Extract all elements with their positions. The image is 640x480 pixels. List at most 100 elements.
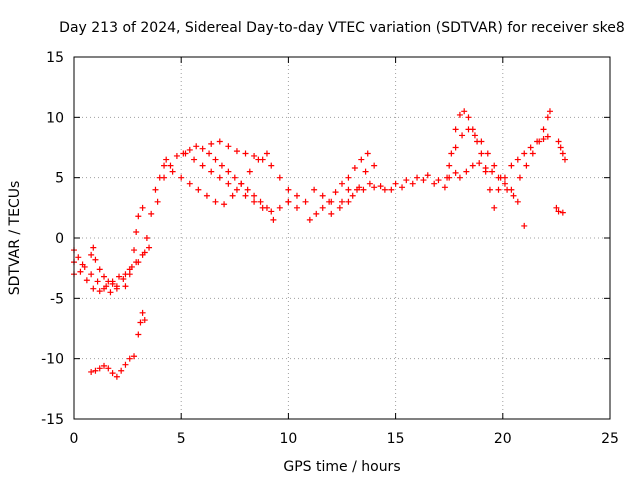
data-point — [452, 169, 459, 176]
series-daytime-3 — [182, 150, 292, 215]
data-point — [268, 162, 275, 169]
y-tick-label: 15 — [46, 50, 64, 66]
data-point — [486, 186, 493, 193]
data-point — [414, 174, 421, 181]
data-point — [101, 285, 108, 292]
data-point — [463, 168, 470, 175]
y-tick-label: 10 — [46, 110, 64, 126]
plot-frame — [73, 56, 611, 420]
data-point — [199, 145, 206, 152]
data-point — [101, 362, 108, 369]
data-point — [491, 204, 498, 211]
data-point — [514, 198, 521, 205]
x-tick-label: 15 — [387, 431, 405, 447]
data-point — [381, 186, 388, 193]
data-point — [508, 162, 515, 169]
series-midday-1 — [285, 162, 378, 211]
data-point — [285, 186, 292, 193]
data-point — [113, 283, 120, 290]
data-point — [388, 186, 395, 193]
data-point — [212, 156, 219, 163]
data-point — [495, 174, 502, 181]
data-point — [135, 213, 142, 220]
data-point — [516, 174, 523, 181]
series-low-elev-a — [71, 244, 153, 295]
data-point — [133, 228, 140, 235]
data-point — [521, 150, 528, 157]
data-point — [163, 156, 170, 163]
data-point — [105, 278, 112, 285]
data-point — [444, 174, 451, 181]
data-point — [546, 108, 553, 115]
y-tick-label: -5 — [50, 291, 64, 307]
data-point — [109, 370, 116, 377]
data-point — [319, 192, 326, 199]
data-point — [561, 156, 568, 163]
data-point — [199, 162, 206, 169]
data-point — [441, 184, 448, 191]
series-low-elev-b — [71, 247, 146, 296]
data-point — [420, 177, 427, 184]
data-point — [139, 204, 146, 211]
data-point — [529, 150, 536, 157]
data-point — [154, 198, 161, 205]
data-point — [559, 150, 566, 157]
data-point — [231, 174, 238, 181]
data-point — [478, 138, 485, 145]
chart-title: Day 213 of 2024, Sidereal Day-to-day VTE… — [59, 20, 625, 36]
data-point — [336, 204, 343, 211]
data-point — [203, 192, 210, 199]
data-point — [208, 168, 215, 175]
data-point — [456, 111, 463, 118]
data-point — [238, 180, 245, 187]
data-point — [356, 184, 363, 191]
data-point — [259, 156, 266, 163]
data-point — [216, 138, 223, 145]
data-point — [431, 180, 438, 187]
data-point — [452, 144, 459, 151]
x-tick-label: 0 — [70, 431, 79, 447]
data-point — [173, 152, 180, 159]
data-point — [186, 180, 193, 187]
data-point — [246, 168, 253, 175]
x-tick-label: 5 — [177, 431, 186, 447]
data-point — [276, 204, 283, 211]
series-daytime-4 — [208, 138, 300, 199]
data-point — [540, 136, 547, 143]
data-point — [131, 353, 138, 360]
data-point — [116, 273, 123, 280]
data-point — [510, 192, 517, 199]
series-evening-2 — [446, 126, 517, 199]
data-point — [469, 162, 476, 169]
data-point — [120, 276, 127, 283]
data-point — [489, 168, 496, 175]
data-point — [122, 361, 129, 368]
data-point — [178, 174, 185, 181]
x-axis-label: GPS time / hours — [283, 459, 400, 475]
plot-data — [71, 108, 568, 380]
data-point — [90, 285, 97, 292]
data-point — [366, 180, 373, 187]
data-point — [206, 150, 213, 157]
data-point — [225, 180, 232, 187]
data-point — [360, 186, 367, 193]
data-point — [345, 186, 352, 193]
data-point — [523, 162, 530, 169]
data-point — [225, 143, 232, 150]
data-point — [371, 184, 378, 191]
data-point — [293, 192, 300, 199]
data-point — [96, 365, 103, 372]
data-point — [88, 368, 95, 375]
x-tick-label: 25 — [601, 431, 619, 447]
data-point — [392, 180, 399, 187]
data-point — [377, 183, 384, 190]
data-point — [118, 367, 125, 374]
data-point — [195, 186, 202, 193]
data-point — [364, 150, 371, 157]
data-point — [191, 156, 198, 163]
data-point — [403, 177, 410, 184]
data-point — [137, 319, 144, 326]
data-point — [92, 256, 99, 263]
data-point — [345, 198, 352, 205]
data-point — [167, 162, 174, 169]
